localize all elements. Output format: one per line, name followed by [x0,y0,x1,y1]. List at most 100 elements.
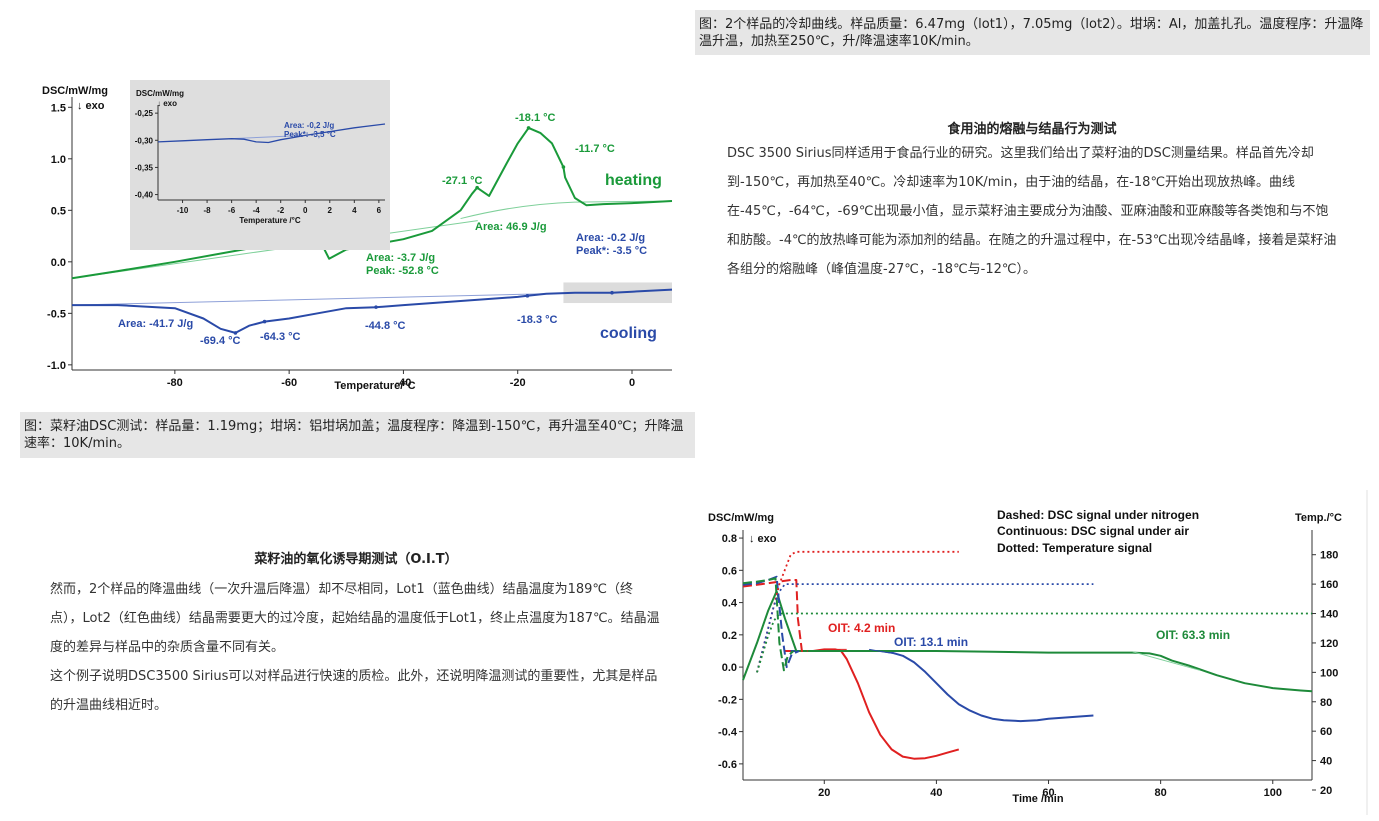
x-tick-label: 60 [1042,787,1054,799]
cooling-series-label: cooling [600,325,657,342]
y2-tick-label: 60 [1320,726,1332,738]
cooling-area-label: Area: -41.7 J/g [118,318,193,330]
section-paragraph-1: 然而，2个样品的降温曲线（一次升温后降温）却不尽相同，Lot1（蓝色曲线）结晶温… [50,582,660,655]
oit-section: 菜籽油的氧化诱导期测试（O.I.T） 然而，2个样品的降温曲线（一次升温后降温）… [50,548,662,720]
inset-peak-label: Peak*: -3,5 °C [284,130,336,139]
oit-label-blue: OIT: 13.1 min [894,635,968,649]
section-title: 菜籽油的氧化诱导期测试（O.I.T） [254,552,458,567]
oit-tangent-blue [869,648,898,655]
cooling-peak-label-1: -69.4 °C [200,335,241,347]
oit-curve-dotted-7 [756,583,1094,673]
x-tick-label: 0 [629,377,635,389]
y2-tick-label: 40 [1320,756,1332,768]
cooling-curve [72,288,673,334]
curve-point-marker [525,294,530,298]
peak-label-heat-1: -27.1 °C [442,175,483,187]
small-peak-temp-label: Peak*: -3.5 °C [576,245,647,257]
cooling-peak-label-3: -44.8 °C [365,320,406,332]
x-tick-label: 40 [930,787,942,799]
heating-peak-baseline [460,200,673,220]
x-tick-label: -40 [395,377,411,389]
caption-text: 图：2个样品的冷却曲线。样品质量：6.47mg（lot1），7.05mg（lot… [699,17,1364,49]
x-axis-label: Temperature/°C [334,380,415,392]
inset-exo-label: ↓ exo [157,99,177,108]
inset-y-tick-label: -0,40 [135,191,154,200]
section-paragraph-2: 这个例子说明DSC3500 Sirius可以对样品进行快速的质检。此外，还说明降… [50,669,658,713]
cold-crystallization-area-label: Area: -3.7 J/g [366,252,435,264]
y-tick-label: -0.2 [718,694,737,706]
cooling-peak-label-2: -64.3 °C [260,331,301,343]
y-tick-label: -0.6 [718,759,737,771]
oit-curve-dotted-6 [756,550,959,673]
x-tick-label: -60 [281,377,297,389]
melting-crystallization-section: 食用油的熔融与结晶行为测试 DSC 3500 Sirius同样适用于食品行业的研… [727,118,1337,284]
inset-x-tick-label: 6 [377,206,382,215]
oit-chart: 0.8 0.6 0.4 0.2 0.0 -0.2 -0.4 -0.6 180 160 140 120 1… [700,490,1370,815]
inset-panel [130,80,390,250]
y-axis-label: DSC/mW/mg [708,512,774,524]
inset-x-tick-label: 2 [328,206,333,215]
curve-point-marker [374,305,378,309]
heating-area-label: Area: 46.9 J/g [475,221,547,233]
inset-cooling-curve [157,123,386,144]
y-tick-label: 0.6 [722,565,737,577]
oit-curve-dashed-4 [742,575,800,669]
oit-curve-continuous-2 [742,590,1313,693]
cold-crystallization-peak-label: Peak: -52.8 °C [366,265,439,277]
oit-tangent-green [1132,651,1201,671]
legend-dashed: Dashed: DSC signal under nitrogen [997,508,1199,522]
heating-series-label: heating [605,172,662,189]
oit-label-red: OIT: 4.2 min [828,621,895,635]
x-axis-label: Time /min [1012,793,1063,805]
rapeseed-figure-caption: 图：菜籽油DSC测试：样品量：1.19mg；坩埚：铝坩埚加盖；温度程序：降温到-… [20,412,695,458]
curve-point-marker [233,331,238,335]
oit-curve-dashed-3 [742,579,808,652]
curve-point-marker [526,126,531,130]
y-axis-label: DSC/mW/mg [42,85,108,97]
y2-axis-label: Temp./°C [1295,512,1342,524]
cooling-onset-label: -18.3 °C [517,314,558,326]
x-tick-label: -20 [510,377,526,389]
y-tick-label: 1.5 [51,102,66,114]
curve-point-marker [610,290,614,295]
curve-point-marker [561,165,566,169]
peak-label-heat-3: -11.7 °C [575,143,615,155]
y-tick-label: 0.2 [722,630,737,642]
section-title: 食用油的熔融与结晶行为测试 [947,122,1117,137]
y-tick-label: -1.0 [47,360,66,372]
oit-label-green: OIT: 63.3 min [1156,628,1230,642]
y2-tick-label: 140 [1320,609,1338,621]
inset-x-tick-label: -2 [277,206,285,215]
inset-x-axis-label: Temperature /°C [239,216,301,225]
inset-baseline [231,134,306,140]
inset-y-tick-label: -0,35 [135,163,154,172]
inset-area-label: Area: -0,2 J/g [284,121,334,130]
legend-dotted: Dotted: Temperature signal [997,541,1152,555]
x-tick-label: 80 [1155,787,1167,799]
inset-x-tick-label: 4 [352,206,357,215]
section-body: DSC 3500 Sirius同样适用于食品行业的研究。这里我们给出了菜籽油的D… [727,146,1337,277]
legend-continuous: Continuous: DSC signal under air [997,524,1189,538]
curve-point-marker [475,185,479,190]
y2-tick-label: 20 [1320,785,1332,797]
inset-y-tick-label: -0,30 [135,136,154,145]
inset-x-tick-label: -4 [253,206,261,215]
inset-y-axis-label: DSC/mW/mg [136,89,184,98]
oit-figure-caption: 图：2个样品的冷却曲线。样品质量：6.47mg（lot1），7.05mg（lot… [695,10,1370,55]
inset-y-tick-label: -0,25 [135,109,154,118]
y2-tick-label: 80 [1320,697,1332,709]
oit-curve-dashed-5 [742,577,795,672]
y-tick-label: -0.4 [718,727,738,739]
x-tick-label: 100 [1264,787,1282,799]
y-tick-label: 0.0 [51,257,66,269]
inset-x-tick-label: -8 [204,206,212,215]
y-tick-label: 0.4 [722,598,738,610]
caption-text: 图：菜籽油DSC测试：样品量：1.19mg；坩埚：铝坩埚加盖；温度程序：降温到-… [24,419,684,451]
exo-direction-label: ↓ exo [77,100,105,112]
inset-x-tick-label: -10 [177,206,189,215]
curve-point-marker [262,319,267,324]
y2-tick-label: 120 [1320,638,1338,650]
y2-tick-label: 180 [1320,550,1338,562]
y-tick-label: 0.8 [722,533,737,545]
small-peak-area-label: Area: -0.2 J/g [576,232,645,244]
